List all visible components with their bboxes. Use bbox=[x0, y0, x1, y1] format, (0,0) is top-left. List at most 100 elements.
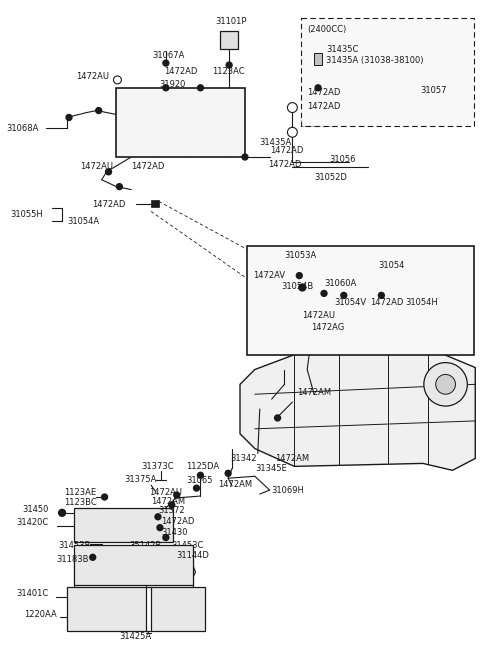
Text: 31068A: 31068A bbox=[7, 124, 39, 133]
Text: 1472AM: 1472AM bbox=[297, 388, 332, 397]
Text: 1472AD: 1472AD bbox=[164, 67, 197, 75]
Text: 31056: 31056 bbox=[329, 155, 356, 164]
Circle shape bbox=[378, 292, 384, 298]
Circle shape bbox=[163, 534, 169, 540]
Text: 1472AU: 1472AU bbox=[302, 310, 335, 320]
Bar bbox=[74, 508, 173, 542]
Text: 1472AM: 1472AM bbox=[151, 497, 185, 506]
Text: 1472AD: 1472AD bbox=[307, 88, 341, 97]
Circle shape bbox=[197, 85, 204, 91]
Text: 1123AC: 1123AC bbox=[212, 67, 245, 75]
Circle shape bbox=[315, 85, 321, 91]
Circle shape bbox=[424, 363, 468, 406]
Circle shape bbox=[155, 514, 161, 520]
Bar bbox=[301, 18, 474, 126]
Text: 31144D: 31144D bbox=[177, 551, 210, 560]
Text: 31373C: 31373C bbox=[141, 462, 174, 471]
Bar bbox=[247, 246, 474, 354]
Text: 31453C: 31453C bbox=[171, 541, 203, 550]
Circle shape bbox=[288, 127, 297, 138]
Text: 31345E: 31345E bbox=[255, 464, 287, 473]
Text: 1472AU: 1472AU bbox=[80, 162, 113, 172]
Bar bbox=[151, 587, 205, 631]
Text: 31067A: 31067A bbox=[152, 50, 184, 60]
Text: 1472AD: 1472AD bbox=[270, 145, 303, 155]
Circle shape bbox=[174, 492, 180, 498]
Text: 1472AD: 1472AD bbox=[92, 200, 125, 209]
Text: 1472AD: 1472AD bbox=[131, 162, 165, 172]
Text: 31375A: 31375A bbox=[124, 475, 157, 484]
Text: 31054B: 31054B bbox=[281, 282, 314, 291]
Text: 31054H: 31054H bbox=[405, 298, 438, 307]
Text: 31060A: 31060A bbox=[324, 279, 356, 288]
Text: 1327AC: 1327AC bbox=[300, 120, 332, 129]
Circle shape bbox=[436, 375, 456, 394]
Text: 31054A: 31054A bbox=[67, 217, 99, 226]
Text: 31420C: 31420C bbox=[17, 518, 49, 527]
Circle shape bbox=[193, 485, 200, 491]
Circle shape bbox=[96, 107, 102, 113]
Text: 1472AU: 1472AU bbox=[149, 487, 182, 496]
Circle shape bbox=[66, 115, 72, 121]
Text: 31425A: 31425A bbox=[120, 632, 152, 641]
Text: 31401C: 31401C bbox=[17, 590, 49, 599]
Bar bbox=[314, 53, 322, 65]
Text: 31920: 31920 bbox=[159, 81, 185, 89]
Circle shape bbox=[59, 510, 66, 516]
Circle shape bbox=[169, 502, 175, 508]
Text: 1123BC: 1123BC bbox=[64, 498, 97, 508]
Text: 1120BG: 1120BG bbox=[300, 98, 333, 107]
Circle shape bbox=[242, 154, 248, 160]
Text: 31435A (31038-38100): 31435A (31038-38100) bbox=[326, 56, 423, 65]
Text: 31342: 31342 bbox=[230, 454, 257, 463]
Text: 1220AA: 1220AA bbox=[24, 610, 57, 619]
Text: 1472AD: 1472AD bbox=[268, 160, 301, 170]
Text: 31372: 31372 bbox=[158, 506, 185, 515]
Text: 31052D: 31052D bbox=[314, 174, 347, 182]
Circle shape bbox=[117, 183, 122, 189]
Text: 31055H: 31055H bbox=[11, 210, 43, 219]
Circle shape bbox=[288, 103, 297, 113]
Text: 1472AG: 1472AG bbox=[311, 324, 345, 333]
Text: 1472AD: 1472AD bbox=[161, 517, 194, 526]
Circle shape bbox=[341, 292, 347, 298]
Text: 1472AD: 1472AD bbox=[307, 102, 341, 111]
Circle shape bbox=[275, 415, 280, 421]
Bar bbox=[220, 31, 238, 49]
Text: 31053A: 31053A bbox=[285, 252, 317, 260]
Text: 31054V: 31054V bbox=[334, 298, 366, 307]
Circle shape bbox=[163, 60, 169, 66]
Circle shape bbox=[163, 85, 169, 91]
Circle shape bbox=[157, 525, 163, 531]
Bar bbox=[151, 200, 159, 208]
Bar bbox=[67, 587, 146, 631]
Text: 1472AM: 1472AM bbox=[218, 479, 252, 489]
Text: 31057: 31057 bbox=[420, 86, 446, 95]
Circle shape bbox=[102, 494, 108, 500]
Text: 1125DA: 1125DA bbox=[186, 462, 219, 471]
Text: (2400CC): (2400CC) bbox=[307, 25, 347, 34]
Text: 31430: 31430 bbox=[161, 528, 187, 537]
Text: 31069H: 31069H bbox=[272, 485, 304, 495]
Text: 1472AU: 1472AU bbox=[76, 73, 109, 81]
Text: 31435A: 31435A bbox=[260, 138, 292, 147]
Text: 1123AE: 1123AE bbox=[64, 487, 96, 496]
Circle shape bbox=[225, 470, 231, 476]
Text: 31450: 31450 bbox=[23, 506, 49, 514]
Text: 31453B: 31453B bbox=[58, 541, 91, 550]
Text: 35142B: 35142B bbox=[129, 541, 162, 550]
Text: 1472AD: 1472AD bbox=[371, 298, 404, 307]
Circle shape bbox=[197, 472, 204, 478]
Text: 31435C: 31435C bbox=[326, 45, 359, 54]
Text: 31101P: 31101P bbox=[216, 17, 247, 26]
Circle shape bbox=[90, 554, 96, 560]
Circle shape bbox=[299, 284, 306, 291]
Bar bbox=[117, 88, 245, 157]
Circle shape bbox=[296, 272, 302, 278]
Circle shape bbox=[226, 62, 232, 68]
Bar bbox=[74, 546, 192, 585]
Text: 31183B: 31183B bbox=[56, 555, 89, 564]
Circle shape bbox=[321, 290, 327, 296]
Circle shape bbox=[106, 169, 111, 175]
Text: 31065: 31065 bbox=[187, 476, 213, 485]
